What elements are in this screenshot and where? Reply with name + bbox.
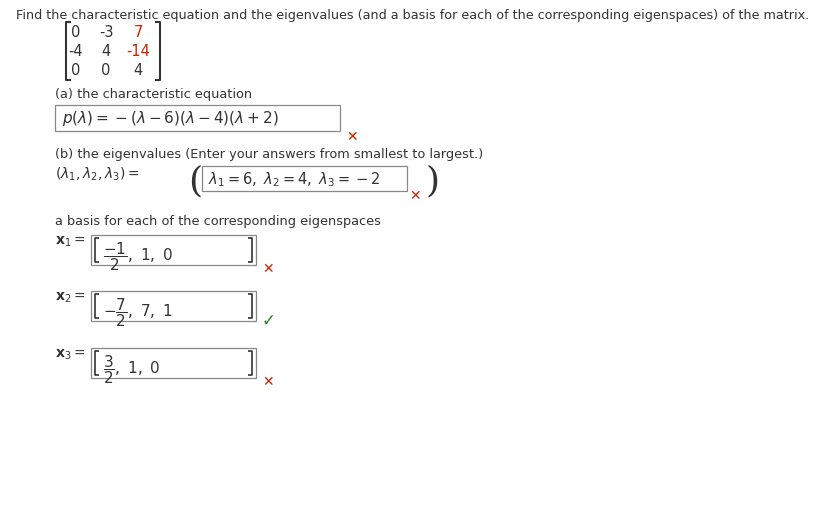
Text: ✕: ✕ [262, 375, 273, 389]
Text: $-\dfrac{7}{2},\ 7,\ 1$: $-\dfrac{7}{2},\ 7,\ 1$ [103, 296, 173, 329]
Text: $\mathbf{x}_3 =$: $\mathbf{x}_3 =$ [55, 348, 86, 362]
Text: ): ) [425, 164, 439, 198]
Text: $\dfrac{3}{2},\ 1,\ 0$: $\dfrac{3}{2},\ 1,\ 0$ [103, 353, 160, 386]
Text: -4: -4 [69, 44, 83, 59]
Text: (: ( [188, 164, 202, 198]
Text: 0: 0 [71, 25, 81, 40]
Text: 0: 0 [71, 63, 81, 78]
Bar [91, 348, 256, 378]
Text: ✕: ✕ [409, 189, 420, 203]
Text: -14: -14 [126, 44, 150, 59]
Text: Find the characteristic equation and the eigenvalues (and a basis for each of th: Find the characteristic equation and the… [17, 9, 809, 22]
Text: ✓: ✓ [261, 312, 275, 330]
Text: $\mathbf{x}_2 =$: $\mathbf{x}_2 =$ [55, 291, 86, 305]
Text: 4: 4 [133, 63, 143, 78]
Bar [91, 291, 256, 321]
Text: $\dfrac{-1}{2},\ 1,\ 0$: $\dfrac{-1}{2},\ 1,\ 0$ [103, 240, 173, 273]
Text: 0: 0 [102, 63, 111, 78]
Text: $p(\lambda) = -(\lambda - 6)(\lambda - 4)(\lambda + 2)$: $p(\lambda) = -(\lambda - 6)(\lambda - 4… [62, 109, 278, 128]
Bar [55, 105, 340, 131]
Text: 4: 4 [102, 44, 111, 59]
Text: $(\lambda_1, \lambda_2, \lambda_3) =$: $(\lambda_1, \lambda_2, \lambda_3) =$ [55, 166, 140, 184]
Text: ✕: ✕ [262, 262, 273, 276]
Text: -3: -3 [99, 25, 113, 40]
Text: ✕: ✕ [346, 130, 358, 144]
Text: $\mathbf{x}_1 =$: $\mathbf{x}_1 =$ [55, 235, 86, 249]
Text: a basis for each of the corresponding eigenspaces: a basis for each of the corresponding ei… [55, 215, 381, 228]
Bar [202, 166, 407, 191]
Text: $\lambda_1 = 6,\ \lambda_2 = 4,\ \lambda_3 = -2$: $\lambda_1 = 6,\ \lambda_2 = 4,\ \lambda… [208, 170, 380, 189]
Text: 7: 7 [133, 25, 143, 40]
Bar [91, 235, 256, 265]
Text: (a) the characteristic equation: (a) the characteristic equation [55, 88, 252, 101]
Text: (b) the eigenvalues (Enter your answers from smallest to largest.): (b) the eigenvalues (Enter your answers … [55, 148, 483, 161]
